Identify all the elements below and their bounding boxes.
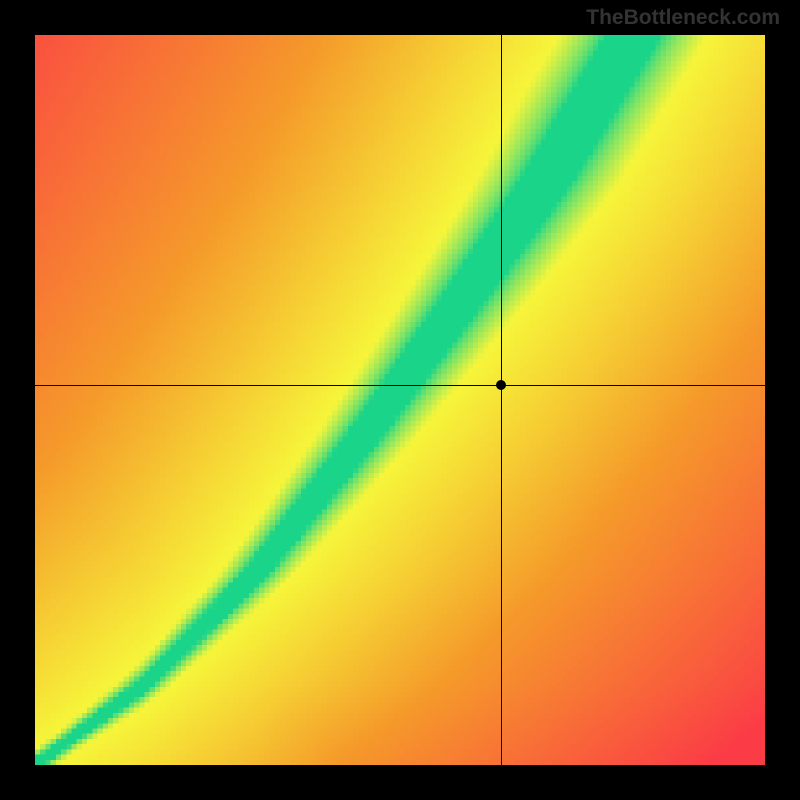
crosshair-horizontal: [35, 385, 765, 386]
crosshair-marker: [496, 380, 506, 390]
bottleneck-heatmap-plot: [35, 35, 765, 765]
watermark-text: TheBottleneck.com: [586, 6, 780, 30]
crosshair-vertical: [501, 35, 502, 765]
heatmap-canvas: [35, 35, 765, 765]
